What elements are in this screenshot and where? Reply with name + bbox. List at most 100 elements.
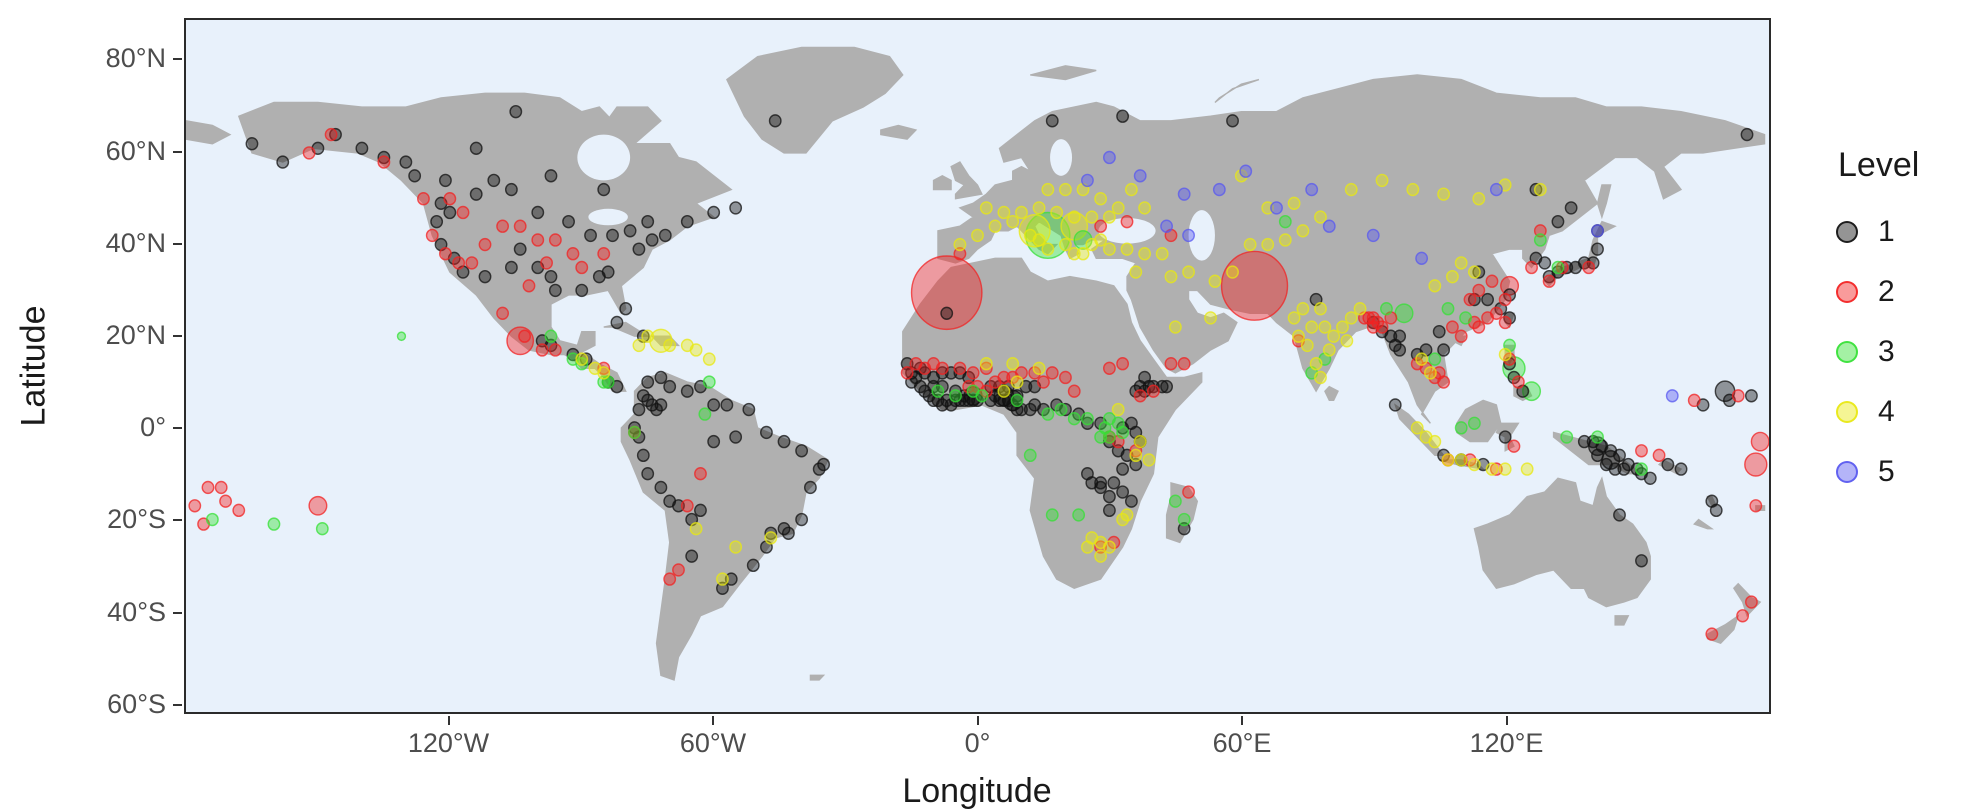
data-point <box>601 265 615 279</box>
data-point <box>1010 375 1024 389</box>
data-point <box>478 269 492 284</box>
data-point <box>1542 274 1556 288</box>
landmass <box>1495 422 1520 452</box>
data-point <box>1073 230 1093 250</box>
data-point <box>997 205 1011 220</box>
data-point <box>1045 508 1059 522</box>
data-point <box>1124 494 1138 508</box>
landmass <box>1030 65 1097 81</box>
data-point <box>518 329 532 343</box>
data-point <box>949 389 962 403</box>
y-tick-label: 80°N <box>105 43 166 74</box>
data-point <box>430 214 444 229</box>
data-point <box>1489 182 1503 197</box>
data-point <box>1428 352 1442 366</box>
data-point <box>1129 448 1143 463</box>
data-point <box>1749 499 1763 513</box>
data-point <box>1059 182 1072 197</box>
data-point <box>1094 233 1108 247</box>
data-point <box>1472 192 1486 206</box>
data-point <box>1674 462 1688 476</box>
data-point <box>1327 329 1341 343</box>
data-point <box>1041 242 1055 256</box>
data-point <box>513 219 527 233</box>
data-point <box>1459 311 1473 325</box>
data-point <box>1102 242 1116 256</box>
data-point <box>1226 265 1239 279</box>
data-point <box>315 521 329 536</box>
data-point <box>1212 182 1226 197</box>
data-point <box>522 279 536 293</box>
data-point <box>795 512 809 527</box>
data-point <box>1709 503 1723 518</box>
data-point <box>663 379 677 394</box>
data-point <box>1582 260 1596 275</box>
data-point <box>302 146 316 160</box>
data-point <box>1322 343 1336 357</box>
data-point <box>729 201 743 215</box>
data-point <box>487 173 501 188</box>
data-point <box>1032 201 1046 215</box>
data-point <box>1081 173 1094 188</box>
data-point <box>548 283 562 298</box>
data-point <box>1652 448 1666 463</box>
data-point <box>953 247 967 261</box>
data-point <box>1177 187 1191 201</box>
data-point <box>1059 237 1072 252</box>
data-point <box>1551 260 1565 275</box>
data-point <box>1168 494 1182 508</box>
legend-label: 1 <box>1878 215 1895 248</box>
data-point <box>1072 508 1086 522</box>
data-point <box>1116 485 1130 499</box>
y-tick-label: 60°S <box>107 688 166 719</box>
data-point <box>1744 389 1758 403</box>
data-point <box>1415 352 1429 366</box>
data-point <box>1059 370 1072 385</box>
data-point <box>1533 233 1547 247</box>
data-point <box>720 398 734 412</box>
y-tick-mark <box>173 519 182 522</box>
x-tick-mark <box>1241 716 1243 725</box>
data-point <box>988 219 1002 233</box>
data-point <box>1177 357 1191 371</box>
data-point <box>1393 343 1407 357</box>
world-map <box>186 46 1769 681</box>
x-tick-label: 60°E <box>1212 728 1272 758</box>
data-point <box>531 233 545 247</box>
data-point <box>377 150 391 165</box>
data-point <box>1182 228 1195 243</box>
data-point <box>1220 250 1289 321</box>
legend-item-3: 3 <box>1836 335 1986 369</box>
data-point <box>443 205 457 220</box>
data-point <box>1081 467 1094 481</box>
data-point <box>1635 444 1648 458</box>
data-point <box>1613 448 1626 463</box>
data-point <box>1665 389 1679 403</box>
data-point <box>975 389 989 403</box>
x-tick-mark <box>1505 716 1508 725</box>
data-point <box>1278 214 1292 229</box>
data-point <box>1643 471 1657 485</box>
data-point <box>1687 393 1701 408</box>
data-point <box>1591 242 1604 256</box>
landmass <box>1473 476 1651 608</box>
data-point <box>716 572 729 586</box>
data-point <box>1081 416 1094 430</box>
data-point <box>940 306 954 320</box>
data-point <box>1067 384 1081 398</box>
data-point <box>1081 412 1094 426</box>
data-point <box>1287 196 1301 211</box>
data-point <box>663 572 677 586</box>
data-point <box>1305 320 1319 334</box>
data-point <box>1177 521 1191 536</box>
data-point <box>1177 512 1191 527</box>
data-point <box>698 407 712 421</box>
data-point <box>1406 182 1420 197</box>
data-point <box>1463 292 1477 307</box>
data-point <box>399 155 413 169</box>
data-point <box>781 526 795 540</box>
data-point <box>232 503 246 518</box>
data-point <box>597 247 611 261</box>
data-point <box>425 228 439 243</box>
data-point <box>966 366 980 380</box>
